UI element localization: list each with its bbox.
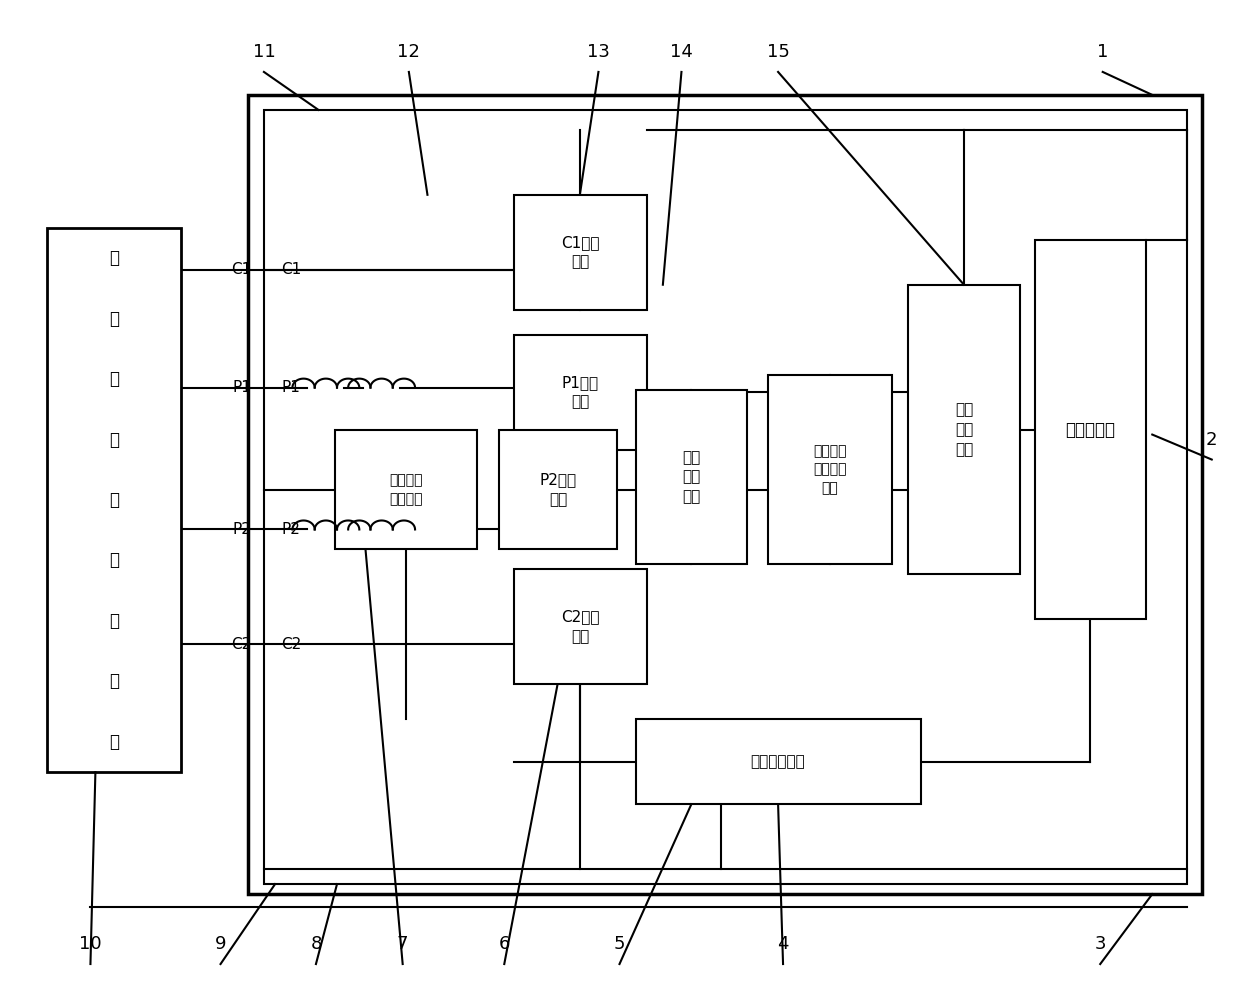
- Text: C1继电
器组: C1继电 器组: [561, 235, 600, 270]
- Text: 电压采集系统: 电压采集系统: [751, 754, 805, 769]
- Bar: [514, 569, 647, 684]
- Text: 3: 3: [1094, 935, 1106, 953]
- Text: 13: 13: [587, 43, 610, 61]
- Text: P2: P2: [232, 521, 252, 537]
- Bar: [908, 285, 1020, 574]
- Text: C2: C2: [232, 636, 252, 652]
- Text: 接: 接: [109, 249, 119, 267]
- Text: C2继电
器组: C2继电 器组: [561, 609, 600, 644]
- Bar: [636, 390, 747, 564]
- Text: 1: 1: [1097, 43, 1109, 61]
- Bar: [335, 430, 477, 549]
- Bar: [1035, 240, 1146, 619]
- Text: 5: 5: [613, 935, 626, 953]
- Text: 10: 10: [79, 935, 102, 953]
- Text: 导: 导: [109, 370, 119, 388]
- Text: 试: 试: [109, 672, 119, 690]
- Text: C2: C2: [281, 636, 301, 652]
- Text: 测: 测: [109, 612, 119, 630]
- Text: 电流
采集
系统: 电流 采集 系统: [955, 403, 973, 457]
- Text: C1: C1: [232, 262, 252, 278]
- Bar: [768, 375, 892, 564]
- Bar: [264, 110, 1187, 884]
- Text: 12: 12: [398, 43, 420, 61]
- Text: 6: 6: [498, 935, 510, 953]
- Text: 14: 14: [670, 43, 693, 61]
- Bar: [499, 430, 617, 549]
- Text: 9: 9: [214, 935, 227, 953]
- Text: 电流采样
选择继电
器组: 电流采样 选择继电 器组: [813, 445, 847, 495]
- Bar: [636, 719, 921, 804]
- Text: P2继电
器组: P2继电 器组: [540, 473, 576, 506]
- Text: 电: 电: [109, 491, 119, 509]
- Bar: [514, 195, 647, 310]
- Text: 8: 8: [310, 935, 322, 953]
- Text: 通: 通: [109, 431, 119, 449]
- Text: 地: 地: [109, 310, 119, 328]
- Text: 7: 7: [396, 935, 409, 953]
- Text: 2: 2: [1206, 431, 1218, 449]
- Text: 阻: 阻: [109, 551, 119, 569]
- Bar: [514, 335, 647, 450]
- Text: 15: 15: [767, 43, 789, 61]
- Text: 4: 4: [777, 935, 789, 953]
- Text: 11: 11: [253, 43, 275, 61]
- Text: P2: P2: [281, 521, 301, 537]
- Bar: [248, 95, 1202, 894]
- Text: P1: P1: [281, 380, 301, 396]
- Text: P1: P1: [232, 380, 252, 396]
- Text: 电压采集
继电器组: 电压采集 继电器组: [389, 474, 422, 505]
- Text: 仪: 仪: [109, 733, 119, 751]
- Bar: [47, 228, 181, 772]
- Text: P1继电
器组: P1继电 器组: [563, 375, 598, 410]
- Text: 标准
电阵
系统: 标准 电阵 系统: [683, 450, 700, 504]
- Text: 主控制系统: 主控制系统: [1066, 421, 1115, 439]
- Text: C1: C1: [281, 262, 301, 278]
